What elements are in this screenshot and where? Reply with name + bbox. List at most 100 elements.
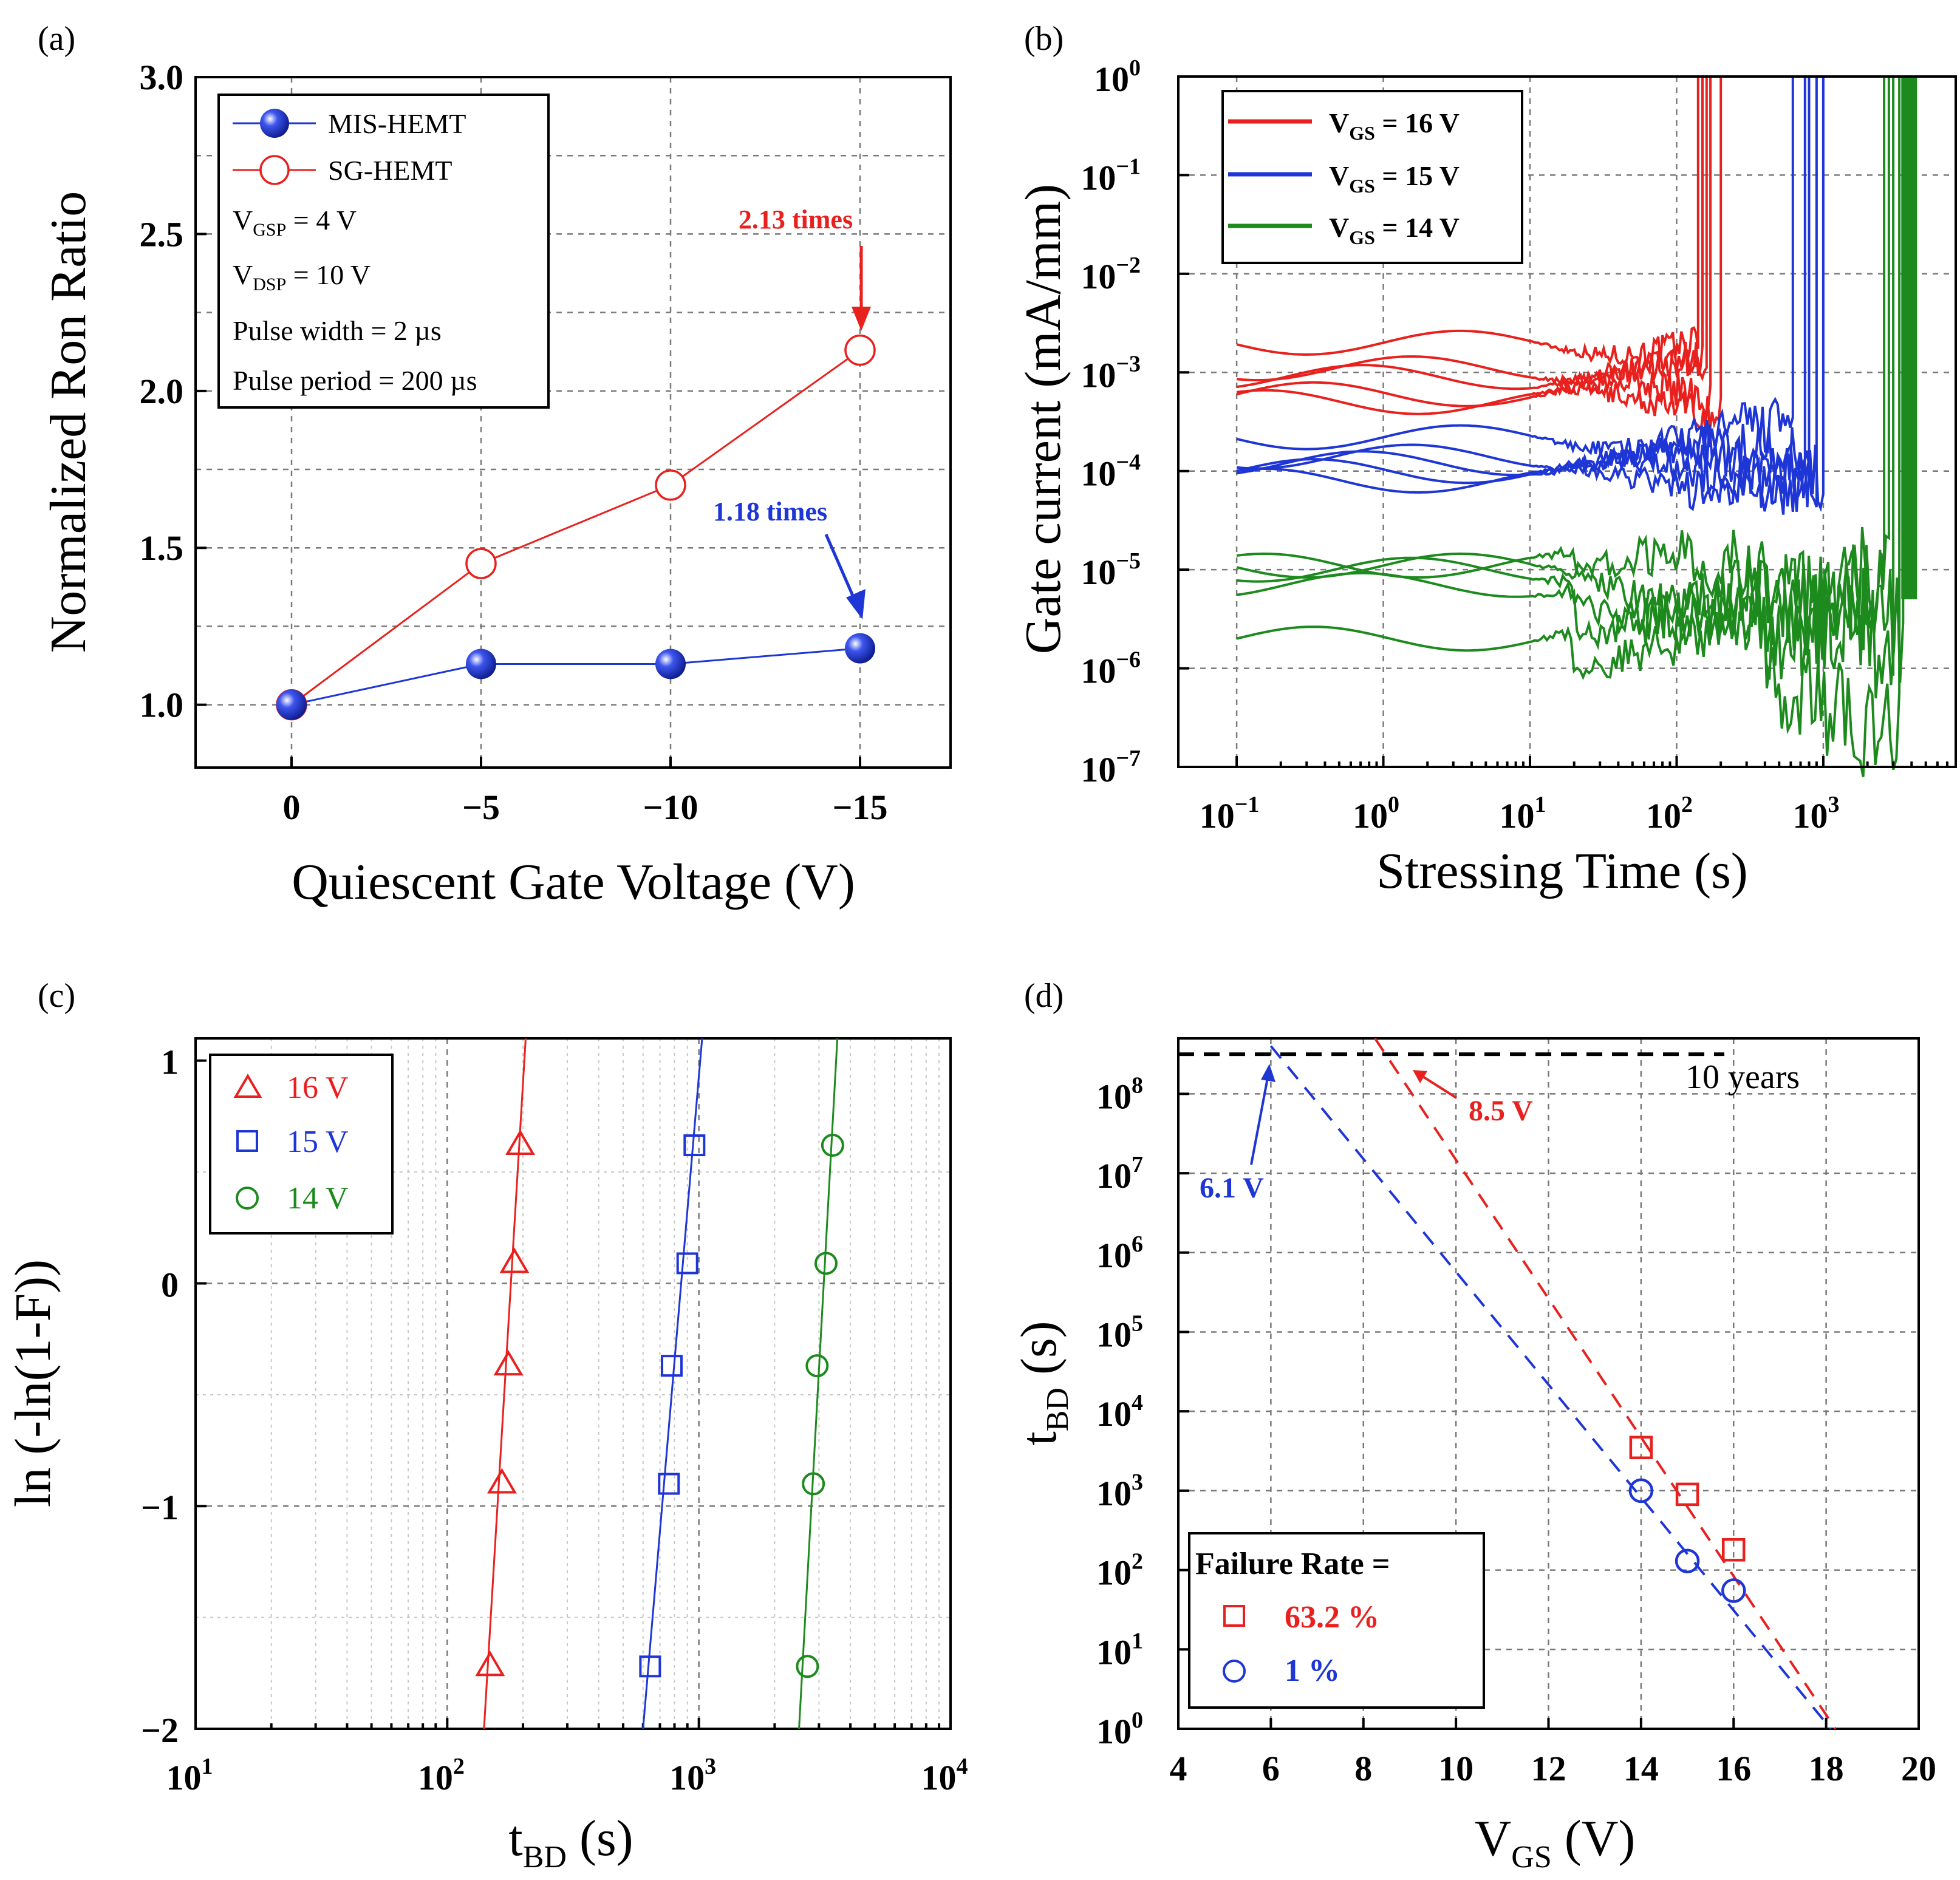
point-sg-hemt-1 [465,548,497,579]
panel-d: (d) 4 6 8 10 12 14 16 18 20100101102103104105106… [1011,977,1936,1875]
point-mis-hemt-2 [655,649,686,679]
x-tick-label-4-exp: 3 [1828,792,1839,817]
legend-vgsp: VGSP = 4 V [233,205,357,240]
y-tick-label-2-base: 2.0 [140,372,184,411]
y-tick-label-4-base: 10 [1081,454,1116,494]
y-tick-label-4-base: 3.0 [140,58,184,97]
panel-a-legend: MIS-HEMT SG-HEMT VGSP = 4 V VDSP = 10 V … [217,94,550,409]
panel-c-ticks: 101 102 103 104 1 0 −1 −2 [141,1043,968,1797]
panel-d-series [1178,1037,1837,1730]
legend-1-percent-marker [1223,1660,1246,1683]
y-tick-label-3: −2 [141,1711,179,1750]
point-series0-0 [1629,1436,1653,1460]
fit-line-1 [642,1038,703,1729]
y-tick-label-3-base: 10 [1096,1474,1132,1513]
point-15v-3 [676,1252,698,1275]
x-tick-label-0: 101 [166,1754,213,1797]
point-sg-hemt-2 [655,469,686,501]
legend-vgs15-label: VGS = 15 V [1329,160,1460,197]
x-tick-label-0-exp: 1 [202,1754,213,1779]
y-tick-label-6-exp: 6 [1132,1231,1143,1257]
point-mis-hemt-1 [466,649,496,679]
y-tick-label-0-base: 1.0 [140,686,184,725]
y-tick-label-2-base: 10 [1081,257,1116,296]
y-tick-label-6-base: 10 [1096,1236,1132,1275]
panel-label-b: (b) [1024,20,1064,58]
panel-b-xlabel: Stressing Time (s) [1376,843,1747,899]
x-tick-label-2-base: 8 [1354,1749,1372,1788]
y-tick-label-1: 1.5 [140,528,184,568]
point-15v-1 [658,1473,680,1495]
x-tick-label-1-exp: 0 [1388,792,1399,817]
panel-label-c: (c) [38,977,75,1015]
panel-a-ticks: 0 −5 −10 −15 1.0 1.5 2.0 2.5 3.0 [140,58,888,827]
legend-mis-hemt-marker [260,109,289,138]
point-series1-0 [1628,1478,1654,1504]
y-tick-label-1: 0 [161,1265,179,1304]
x-tick-label-3-exp: 4 [957,1754,968,1779]
point-16v-2 [493,1350,524,1376]
panel-d-ylabel: tBD (s) [1011,1321,1075,1445]
annotation-blue-arrowhead [846,589,866,619]
point-14v-4 [821,1134,844,1157]
y-tick-label-3-exp: −3 [1116,351,1141,376]
x-tick-label-0: 0 [283,788,301,827]
green-breakdown-wall [1901,77,1917,599]
x-tick-label-4: 103 [1792,792,1839,836]
point-sg-hemt-3 [844,334,876,366]
point-series0-2 [1722,1538,1746,1562]
x-tick-label-3-base: −15 [832,788,887,827]
y-tick-label-2-exp: 2 [1132,1549,1143,1575]
y-tick-label-1-exp: 1 [1132,1628,1143,1654]
x-tick-label-3-exp: 2 [1681,792,1693,817]
legend-vgs14-label: VGS = 14 V [1329,212,1460,248]
curve-2-3 [1236,77,1901,777]
x-tick-label-0: 4 [1170,1749,1187,1788]
y-tick-label-3-base: 2.5 [140,214,184,254]
y-tick-label-3-base: 10 [1081,355,1116,395]
x-tick-label-5-base: 14 [1624,1749,1659,1788]
y-tick-label-5-base: 10 [1096,1315,1132,1354]
x-tick-label-0-base: 0 [283,788,301,827]
curve-2-4 [1236,77,1905,699]
x-tick-label-3: 104 [921,1754,968,1797]
series-sg-hemt-line [291,349,861,706]
y-tick-label-2: −1 [141,1488,179,1527]
x-tick-label-2: 101 [1500,792,1546,836]
x-tick-label-2-base: −10 [643,788,698,827]
x-tick-label-4: 12 [1531,1749,1566,1788]
y-tick-label-4: 104 [1096,1390,1143,1434]
point-series1-2 [1721,1578,1746,1603]
legend-15v-marker [236,1130,258,1152]
fit-line-2 [798,1038,839,1729]
x-tick-label-3: −15 [832,788,887,827]
x-tick-label-1: 102 [418,1754,465,1797]
x-tick-label-1-base: −5 [462,788,500,827]
point-mis-hemt-3 [845,633,875,664]
y-tick-label-0: 1.0 [140,686,184,725]
annotation-red-arrowhead [852,307,871,331]
legend-15v-label: 15 V [287,1125,349,1159]
y-tick-label-3: 103 [1096,1470,1143,1513]
y-tick-label-1: 10−1 [1081,154,1141,197]
x-tick-label-4-base: 10 [1792,796,1828,836]
legend-failure-rate-title: Failure Rate = [1195,1547,1390,1581]
annotation-6-1-v-arrow [1250,1074,1269,1165]
annotation-8-5-v-arrowhead [1413,1070,1427,1083]
y-tick-label-3: 10−3 [1081,351,1141,395]
y-tick-label-7: 107 [1096,1152,1143,1196]
y-tick-label-1-base: 10 [1096,1632,1132,1672]
y-tick-label-3-base: −2 [141,1711,179,1750]
panel-c-xlabel: tBD (s) [508,1810,633,1875]
panel-c-series [475,1038,844,1729]
y-tick-label-5-base: 10 [1081,553,1116,592]
point-series0-1 [1675,1482,1699,1507]
x-tick-label-0-base: 4 [1170,1749,1187,1788]
curve-0-2 [1236,77,1708,390]
x-tick-label-3: 10 [1438,1749,1473,1788]
y-tick-label-7-base: 10 [1096,1156,1132,1196]
x-tick-label-2: 103 [669,1754,716,1797]
x-tick-label-2-exp: 3 [705,1754,716,1779]
point-14v-3 [814,1252,838,1275]
